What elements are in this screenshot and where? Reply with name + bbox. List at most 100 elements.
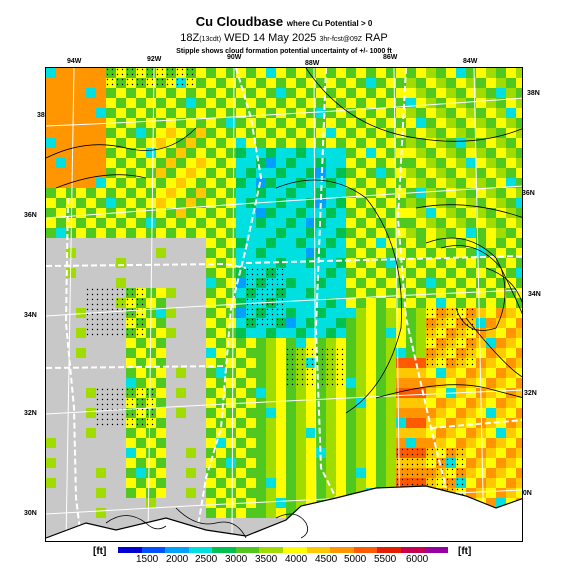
field-cell (346, 288, 356, 298)
field-cell (476, 368, 486, 378)
field-cell (96, 118, 106, 128)
field-cell (346, 148, 356, 158)
field-cell (286, 188, 296, 198)
field-cell (186, 148, 196, 158)
field-cell (396, 208, 406, 218)
lat-label-32n-right: 32N (524, 390, 537, 397)
field-cell (306, 418, 316, 428)
field-cell (446, 158, 456, 168)
field-cell (76, 98, 86, 108)
field-cell (426, 128, 436, 138)
field-cell (286, 248, 296, 258)
field-cell (496, 428, 506, 438)
field-cell (306, 248, 316, 258)
field-cell (186, 208, 196, 218)
field-cell (156, 148, 166, 158)
field-cell (366, 368, 376, 378)
field-cell (326, 78, 336, 88)
field-cell (376, 418, 386, 428)
field-cell (146, 108, 156, 118)
field-cell (286, 208, 296, 218)
field-cell (496, 168, 506, 178)
field-cell (266, 138, 276, 148)
field-cell (516, 188, 522, 198)
field-cell (336, 208, 346, 218)
field-cell (46, 478, 56, 488)
field-cell (516, 78, 522, 88)
field-cell (516, 208, 522, 218)
field-cell (496, 118, 506, 128)
field-cell (116, 178, 126, 188)
field-cell (46, 68, 56, 78)
field-cell (416, 138, 426, 148)
field-cell (296, 228, 306, 238)
field-cell (216, 408, 226, 418)
field-cell (56, 168, 66, 178)
field-cell (176, 178, 186, 188)
field-cell (306, 178, 316, 188)
field-cell (516, 248, 522, 258)
field-cell (356, 478, 366, 488)
field-cell (226, 438, 236, 448)
field-cell (286, 108, 296, 118)
field-cell (126, 438, 136, 448)
field-cell (226, 418, 236, 428)
field-cell (506, 448, 516, 458)
field-cell (286, 448, 296, 458)
field-cell (216, 368, 226, 378)
field-cell (346, 378, 356, 388)
field-cell (336, 178, 346, 188)
field-cell (506, 158, 516, 168)
field-cell (346, 168, 356, 178)
field-cell (276, 218, 286, 228)
field-cell (486, 458, 496, 468)
field-cell (456, 148, 466, 158)
field-cell (286, 408, 296, 418)
field-cell (166, 188, 176, 198)
field-cell (256, 448, 266, 458)
field-cell (426, 108, 436, 118)
field-cell (176, 218, 186, 228)
field-cell (356, 408, 366, 418)
field-cell (106, 178, 116, 188)
field-cell (456, 428, 466, 438)
field-cell (126, 488, 136, 498)
field-cell (356, 318, 366, 328)
field-cell (176, 88, 186, 98)
field-cell (366, 398, 376, 408)
field-cell (396, 108, 406, 118)
field-cell (76, 148, 86, 158)
field-cell (266, 88, 276, 98)
field-cell (356, 208, 366, 218)
lat-label-30n-left: 30N (24, 510, 37, 517)
field-cell (296, 98, 306, 108)
field-cell (216, 328, 226, 338)
field-cell (366, 138, 376, 148)
field-cell (186, 168, 196, 178)
field-cell (56, 98, 66, 108)
field-cell (246, 348, 256, 358)
field-cell (126, 158, 136, 168)
field-cell (496, 358, 506, 368)
field-cell (436, 278, 446, 288)
field-cell (486, 278, 496, 288)
field-cell (326, 478, 336, 488)
field-cell (196, 98, 206, 108)
field-cell (316, 478, 326, 488)
field-cell (76, 138, 86, 148)
field-cell (216, 98, 226, 108)
field-cell (436, 108, 446, 118)
field-cell (436, 258, 446, 268)
field-cell (86, 108, 96, 118)
field-cell (496, 268, 506, 278)
field-cell (186, 488, 196, 498)
field-cell (446, 248, 456, 258)
field-cell (246, 408, 256, 418)
field-cell (356, 218, 366, 228)
field-cell (486, 288, 496, 298)
field-cell (406, 288, 416, 298)
field-cell (506, 398, 516, 408)
field-cell (516, 418, 522, 428)
field-cell (126, 108, 136, 118)
field-cell (516, 278, 522, 288)
